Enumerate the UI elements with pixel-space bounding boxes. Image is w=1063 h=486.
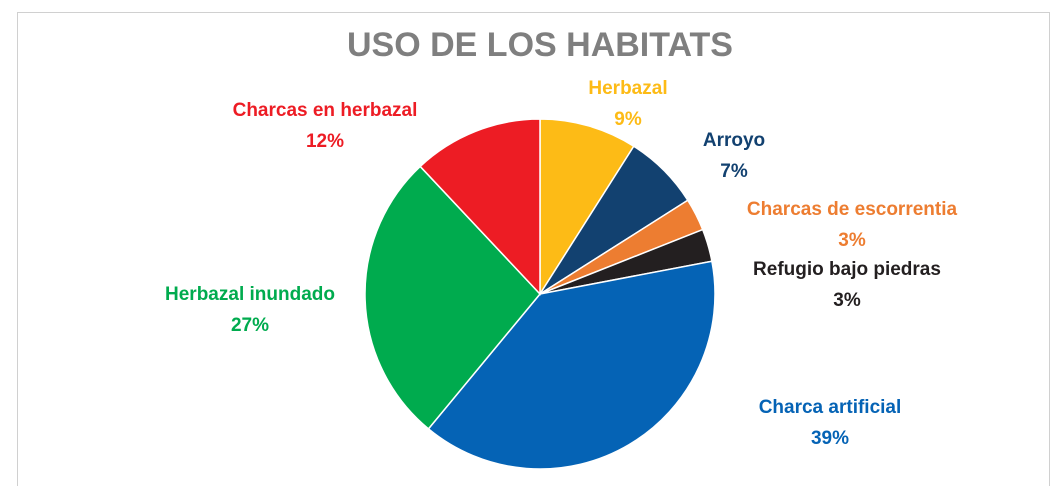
slice-value-label: 3% (838, 230, 866, 251)
pie-slice (364, 165, 541, 430)
slice-value-label: 39% (811, 428, 849, 449)
slice-label: Herbazal (588, 78, 667, 99)
slice-label: Charcas de escorrentia (747, 199, 958, 220)
slice-label: Herbazal inundado (165, 284, 335, 305)
slice-value-label: 9% (614, 109, 642, 130)
pie-slice (427, 260, 716, 470)
pie-slice (419, 118, 541, 296)
slice-label: Charcas en herbazal (233, 100, 418, 121)
slice-value-label: 7% (720, 161, 748, 182)
pie-slice (539, 118, 635, 297)
slice-label: Charca artificial (759, 397, 902, 418)
slice-value-label: 3% (833, 290, 861, 311)
chart-title: USO DE LOS HABITATS (347, 26, 733, 64)
slice-value-label: 27% (231, 315, 269, 336)
slice-label: Refugio bajo piedras (753, 259, 941, 280)
slice-value-label: 12% (306, 131, 344, 152)
slice-label: Arroyo (703, 130, 765, 151)
